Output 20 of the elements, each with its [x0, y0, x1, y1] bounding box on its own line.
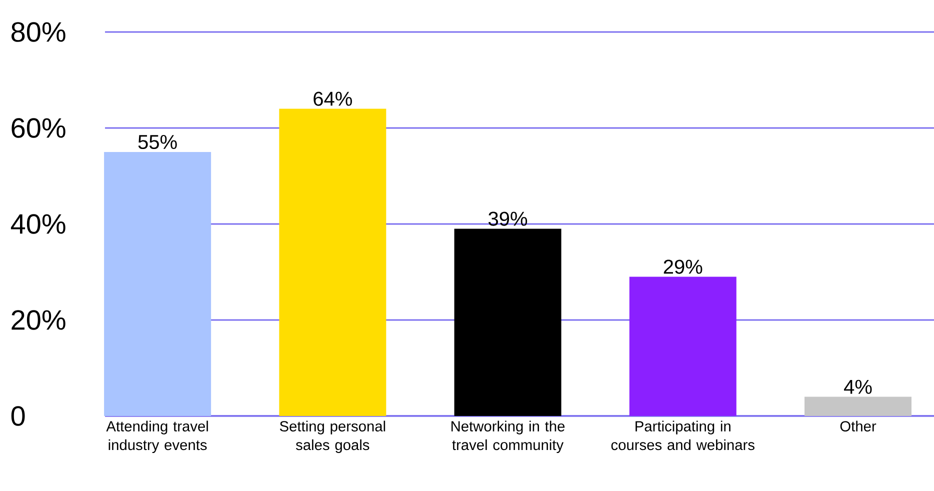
x-tick-label: Participating in courses and webinars [611, 420, 754, 450]
y-tick-label: 60% [12, 118, 66, 138]
bar [629, 276, 736, 416]
bar [804, 396, 912, 416]
data-label: 29% [664, 260, 702, 274]
data-label: 64% [314, 92, 352, 106]
y-tick-label: 80% [12, 22, 66, 42]
data-label: 55% [138, 135, 177, 150]
bar [279, 108, 386, 416]
y-tick-label: 20% [12, 310, 66, 330]
x-tick-label: Other [840, 420, 876, 432]
y-tick-label: 40% [10, 214, 66, 234]
bar [454, 228, 562, 416]
x-tick-label: Networking in the travel community [452, 420, 565, 454]
x-tick-label: Setting personal sales goals [280, 420, 386, 454]
data-label: 4% [844, 380, 872, 394]
data-label: 39% [488, 212, 528, 226]
bar [104, 152, 212, 416]
x-tick-label: Attending travel industry events [106, 420, 208, 454]
y-tick-label: 0 [11, 406, 25, 426]
